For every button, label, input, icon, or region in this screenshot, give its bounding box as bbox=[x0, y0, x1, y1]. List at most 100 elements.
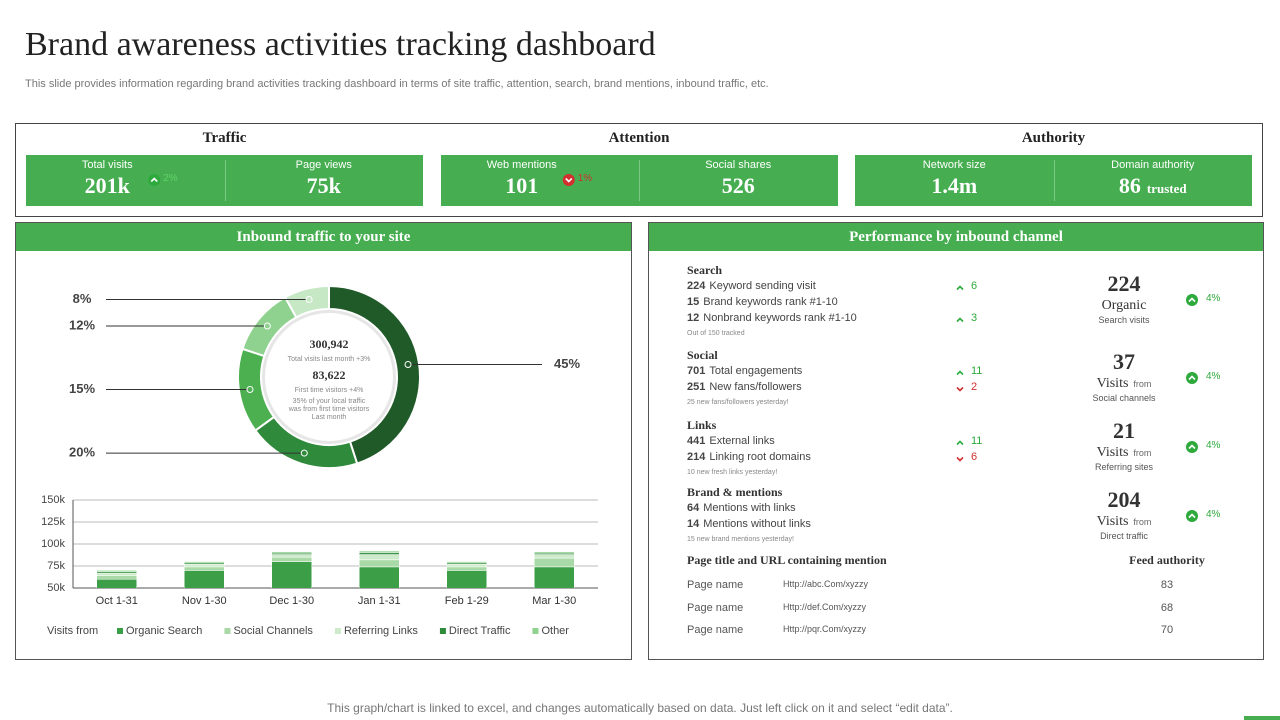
metric-line: 701 Total engagements bbox=[687, 365, 802, 377]
metric-number: 251 bbox=[687, 381, 706, 393]
donut-center-text: 300,942 bbox=[310, 337, 349, 351]
x-tick-label: Oct 1-31 bbox=[96, 595, 138, 607]
trend-arrow bbox=[956, 285, 964, 291]
leader-dot bbox=[404, 360, 412, 368]
table-cell: 70 bbox=[1160, 624, 1174, 636]
group-heading: Brand & mentions bbox=[687, 485, 783, 499]
metric-change: 2 bbox=[971, 381, 978, 393]
kpi-change: 2% bbox=[163, 173, 178, 184]
donut-slice bbox=[328, 284, 421, 465]
metric-text: Nonbrand keywords rank #1-10 bbox=[703, 312, 857, 324]
kpi-label: Page views bbox=[295, 159, 352, 171]
metric-text: Total engagements bbox=[709, 365, 803, 377]
trend-badge bbox=[1186, 294, 1198, 306]
legend-swatch bbox=[334, 628, 341, 634]
bar-segment bbox=[359, 554, 400, 561]
trend-arrow bbox=[956, 456, 964, 462]
kpi-label: Total visits bbox=[81, 159, 133, 171]
summary-sub: Search visits bbox=[1098, 315, 1150, 325]
metric-line: 12 Nonbrand keywords rank #1-10 bbox=[687, 312, 857, 324]
kpi-divider bbox=[224, 160, 226, 201]
table-cell: Http://def.Com/xyzzy bbox=[783, 601, 867, 612]
kpi-label: Domain authority bbox=[1111, 159, 1195, 171]
group-heading: Social bbox=[687, 348, 718, 362]
metric-number: 224 bbox=[687, 280, 706, 292]
trend-badge bbox=[148, 174, 161, 186]
bar-segment bbox=[446, 566, 487, 571]
kpi-number: 101 bbox=[505, 173, 539, 198]
slice-label: 45% bbox=[554, 356, 580, 371]
metric-text: Mentions with links bbox=[703, 502, 796, 514]
page-title: Brand awareness activities tracking dash… bbox=[25, 26, 656, 63]
metric-number: 214 bbox=[687, 451, 706, 463]
group-note: 10 new fresh links yesterday! bbox=[687, 469, 778, 476]
bar-segment bbox=[446, 563, 487, 568]
trend-arrow bbox=[1188, 444, 1196, 450]
summary-value: 204 bbox=[1107, 487, 1141, 512]
donut-center-text: was from first time visitors bbox=[288, 406, 370, 413]
trend-arrow bbox=[150, 177, 158, 183]
table-cell: Http://pqr.Com/xyzzy bbox=[783, 624, 867, 634]
metric-text: New fans/followers bbox=[709, 381, 802, 393]
metric-number: 441 bbox=[687, 435, 706, 447]
kpi-label: Web mentions bbox=[486, 159, 557, 171]
table-cell: Http://abc.Com/xyzzy bbox=[783, 579, 869, 589]
inbound-header bbox=[16, 223, 631, 251]
group-note: Out of 150 tracked bbox=[687, 330, 745, 337]
trend-arrow bbox=[956, 440, 964, 446]
table-cell: Page name bbox=[687, 579, 744, 591]
summary-label: Visits from bbox=[1044, 375, 1204, 392]
metric-text: Brand keywords rank #1-10 bbox=[703, 296, 838, 308]
bar-segment bbox=[184, 566, 225, 571]
summary-label: Visits from bbox=[1044, 513, 1204, 530]
legend-swatch bbox=[439, 628, 446, 634]
kpi-value: 75k bbox=[234, 173, 414, 199]
leader-dot bbox=[305, 296, 313, 304]
kpi-label: Network size bbox=[922, 159, 986, 171]
kpi-number: 86 bbox=[1118, 173, 1141, 198]
trend-arrow bbox=[565, 177, 573, 183]
bar-segment bbox=[534, 554, 575, 559]
x-tick-label: Jan 1-31 bbox=[358, 595, 401, 607]
table-cell: 83 bbox=[1160, 579, 1174, 591]
section-title: Attention bbox=[608, 130, 670, 146]
metric-line: 15 Brand keywords rank #1-10 bbox=[687, 296, 838, 308]
summary-change: 4% bbox=[1206, 371, 1221, 382]
summary-sub: Referring sites bbox=[1094, 462, 1154, 472]
summary-sub: Social channels bbox=[1092, 393, 1156, 403]
corner-accent bbox=[1244, 716, 1280, 720]
bar-segment bbox=[271, 551, 312, 554]
trend-arrow bbox=[1188, 297, 1196, 303]
slice-label: 20% bbox=[69, 445, 95, 460]
bar-segment bbox=[271, 554, 312, 558]
metric-number: 15 bbox=[687, 296, 700, 308]
y-tick-label: 50k bbox=[47, 582, 65, 594]
kpi-label: Social shares bbox=[705, 159, 772, 171]
summary-label-text: Visits bbox=[1096, 376, 1129, 391]
donut-center-text: Total visits last month +3% bbox=[288, 356, 371, 363]
footer-note: This graph/chart is linked to excel, and… bbox=[327, 701, 953, 715]
trend-arrow bbox=[1188, 375, 1196, 381]
y-tick-label: 125k bbox=[41, 516, 65, 528]
bar-segment bbox=[446, 561, 487, 564]
summary-change: 4% bbox=[1206, 293, 1221, 304]
legend-swatch bbox=[532, 628, 539, 634]
metric-number: 64 bbox=[687, 502, 700, 514]
kpi-value: 526 bbox=[648, 173, 828, 199]
metric-change: 11 bbox=[971, 365, 983, 377]
donut-center-text: 83,622 bbox=[313, 368, 346, 382]
kpi-number: 201k bbox=[84, 173, 130, 198]
metric-line: 64 Mentions with links bbox=[687, 502, 796, 514]
kpi-change: 1% bbox=[577, 173, 593, 184]
donut-center-text: Last month bbox=[312, 414, 347, 421]
metric-line: 251 New fans/followers bbox=[687, 381, 802, 393]
leader-dot bbox=[300, 449, 308, 457]
bar-segment bbox=[96, 570, 137, 572]
metric-line: 214 Linking root domains bbox=[687, 451, 811, 463]
x-tick-label: Feb 1-29 bbox=[445, 595, 489, 607]
y-tick-label: 75k bbox=[47, 560, 65, 572]
summary-from: from bbox=[1133, 448, 1152, 458]
kpi-number: 75k bbox=[306, 173, 341, 198]
kpi-value: 201k bbox=[17, 173, 197, 199]
